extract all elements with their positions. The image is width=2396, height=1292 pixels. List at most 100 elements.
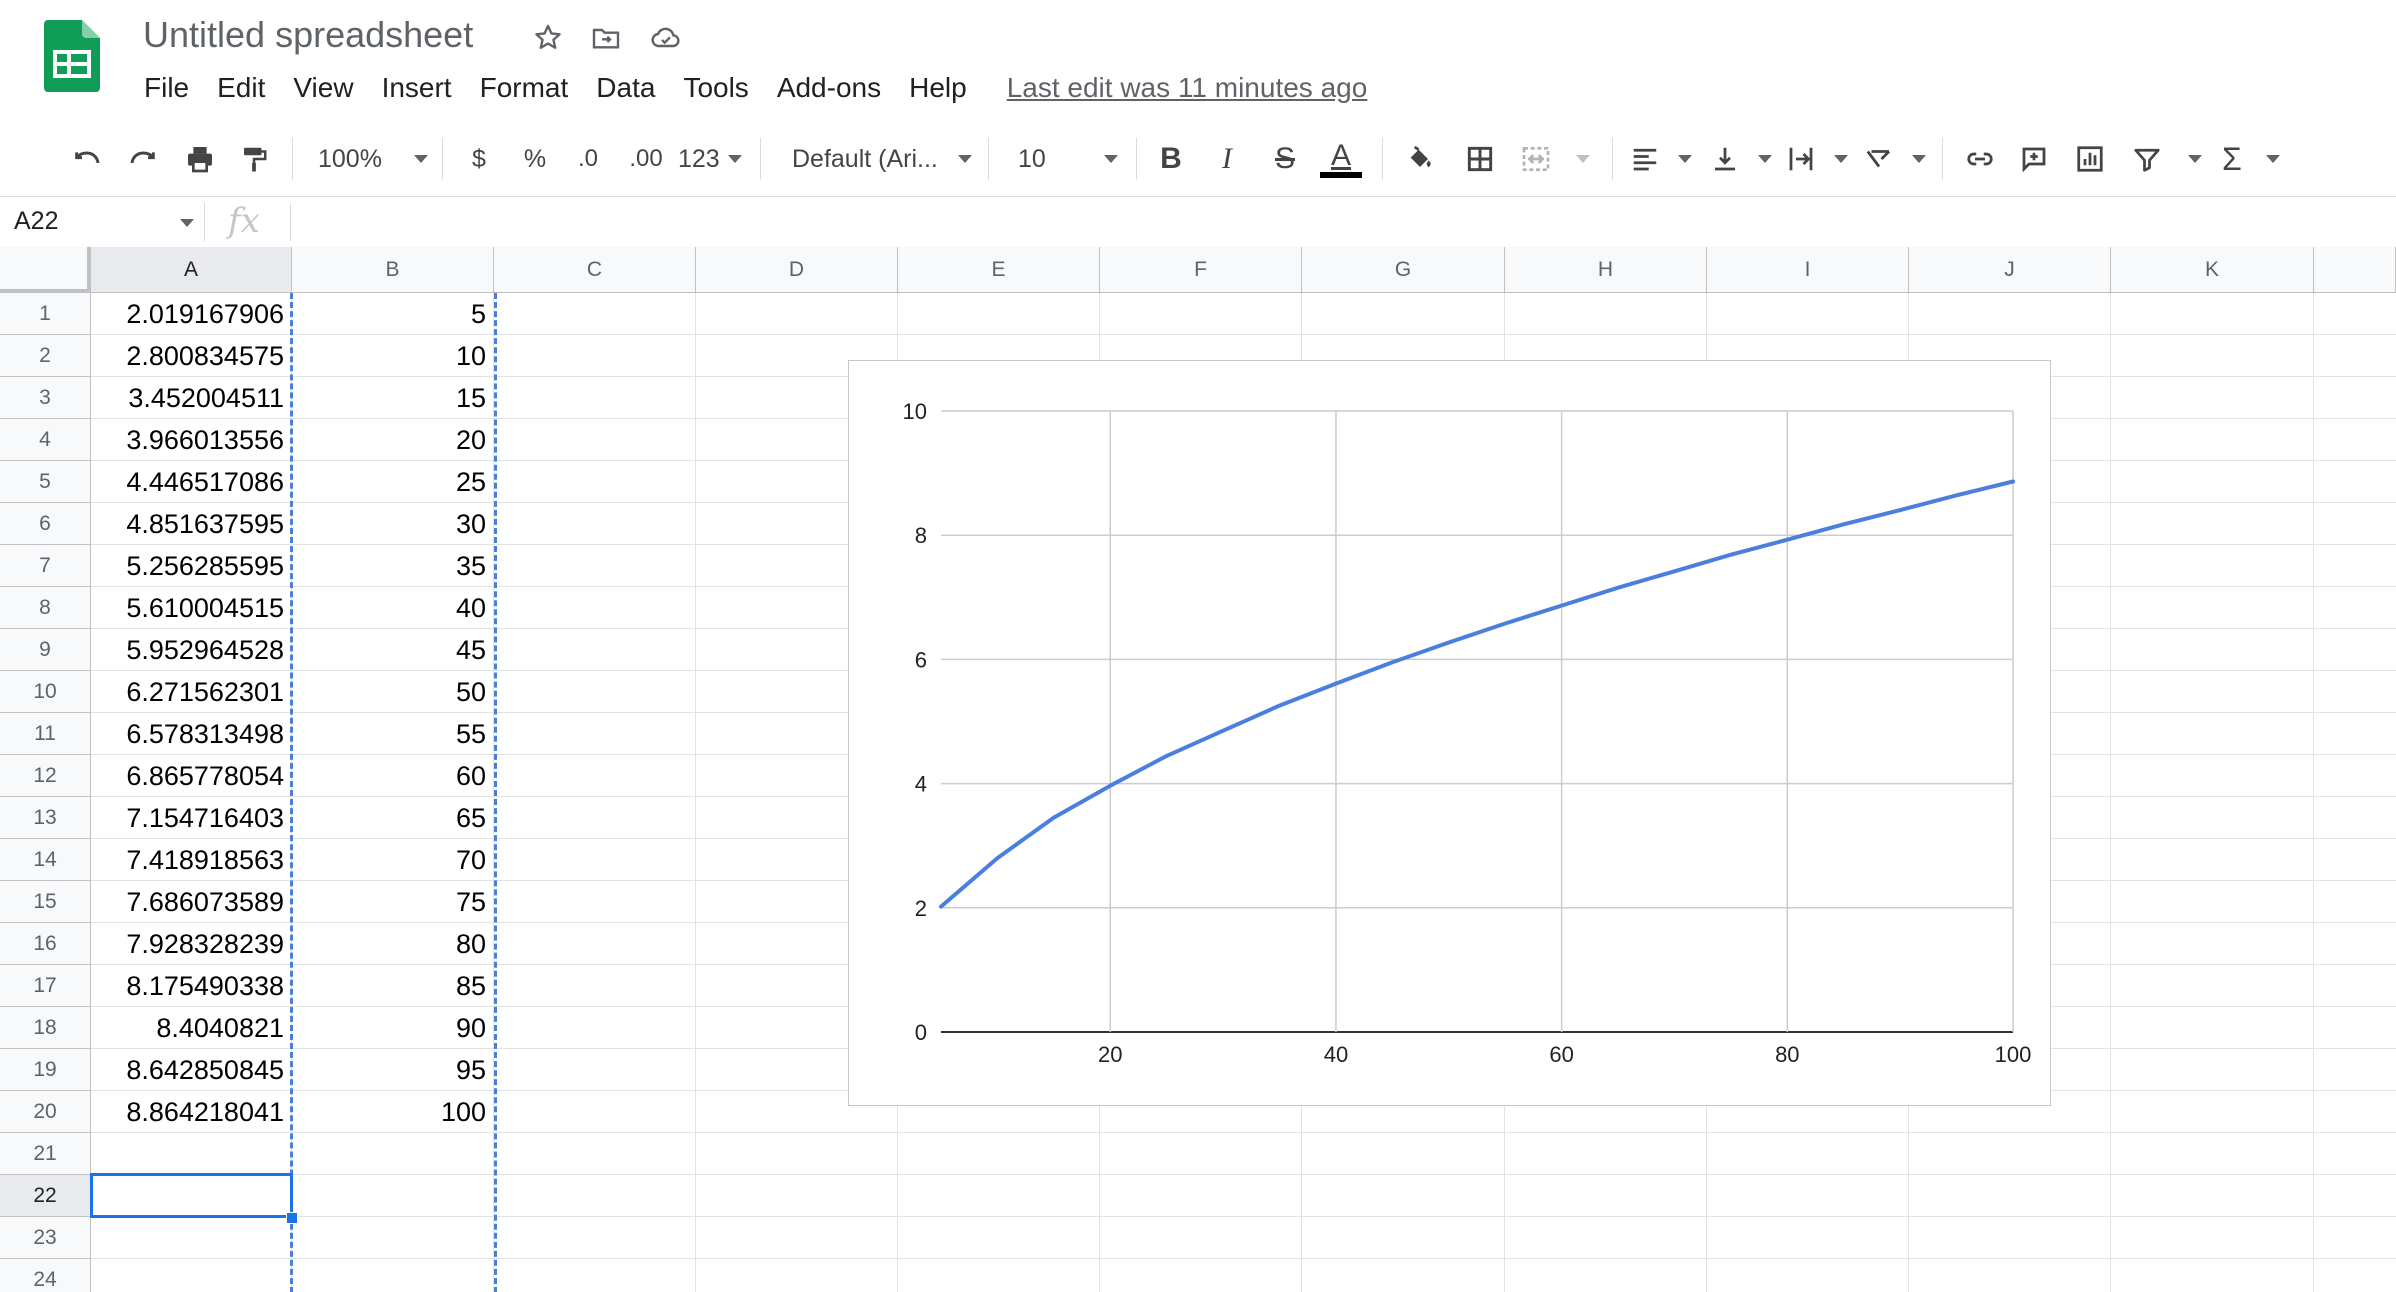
row-header-17[interactable]: 17 bbox=[0, 965, 91, 1007]
cell-a17[interactable]: 8.175490338 bbox=[126, 970, 284, 1001]
chevron-down-icon[interactable] bbox=[180, 219, 194, 227]
cell-b10[interactable]: 50 bbox=[455, 676, 486, 707]
horizontal-align-button[interactable] bbox=[1630, 138, 1692, 180]
row-header-4[interactable]: 4 bbox=[0, 419, 91, 461]
row-header-20[interactable]: 20 bbox=[0, 1091, 91, 1133]
column-header-h[interactable]: H bbox=[1505, 247, 1707, 293]
text-wrap-button[interactable] bbox=[1786, 138, 1848, 180]
cell-b2[interactable]: 10 bbox=[455, 340, 486, 371]
column-header-c[interactable]: C bbox=[494, 247, 696, 293]
cell-b14[interactable]: 70 bbox=[455, 844, 486, 875]
document-title[interactable]: Untitled spreadsheet bbox=[143, 14, 474, 55]
more-formats-button[interactable]: 123 bbox=[678, 138, 742, 180]
insert-link-icon[interactable] bbox=[1960, 138, 2000, 180]
column-header-a[interactable]: A bbox=[91, 247, 292, 293]
cell-a10[interactable]: 6.271562301 bbox=[126, 676, 284, 707]
column-header-k[interactable]: K bbox=[2111, 247, 2314, 293]
row-header-12[interactable]: 12 bbox=[0, 755, 91, 797]
cell-a2[interactable]: 2.800834575 bbox=[126, 340, 284, 371]
cell-a18[interactable]: 8.4040821 bbox=[156, 1012, 284, 1043]
italic-button[interactable]: I bbox=[1222, 142, 1232, 175]
cell-b15[interactable]: 75 bbox=[455, 886, 486, 917]
menu-tools[interactable]: Tools bbox=[683, 72, 749, 103]
last-edit-link[interactable]: Last edit was 11 minutes ago bbox=[1006, 72, 1368, 103]
cell-b13[interactable]: 65 bbox=[455, 802, 486, 833]
menu-insert[interactable]: Insert bbox=[381, 72, 452, 103]
fill-handle[interactable] bbox=[286, 1212, 298, 1224]
row-header-11[interactable]: 11 bbox=[0, 713, 91, 755]
cell-b6[interactable]: 30 bbox=[455, 508, 486, 539]
redo-icon[interactable] bbox=[124, 138, 164, 180]
cell-b8[interactable]: 40 bbox=[455, 592, 486, 623]
column-header-g[interactable]: G bbox=[1302, 247, 1505, 293]
cell-b5[interactable]: 25 bbox=[455, 466, 486, 497]
row-header-8[interactable]: 8 bbox=[0, 587, 91, 629]
percent-button[interactable]: % bbox=[523, 144, 547, 173]
row-header-21[interactable]: 21 bbox=[0, 1133, 91, 1175]
borders-icon[interactable] bbox=[1462, 138, 1498, 180]
row-header-3[interactable]: 3 bbox=[0, 377, 91, 419]
bold-button[interactable]: B bbox=[1160, 142, 1182, 175]
column-header-d[interactable]: D bbox=[696, 247, 898, 293]
currency-button[interactable]: $ bbox=[472, 144, 486, 173]
row-header-5[interactable]: 5 bbox=[0, 461, 91, 503]
menu-edit[interactable]: Edit bbox=[217, 72, 266, 103]
strikethrough-button[interactable]: S bbox=[1274, 142, 1295, 175]
cell-b9[interactable]: 45 bbox=[455, 634, 486, 665]
font-family-select[interactable]: Default (Ari... bbox=[792, 138, 972, 180]
row-header-22[interactable]: 22 bbox=[0, 1175, 91, 1217]
menu-view[interactable]: View bbox=[293, 72, 354, 103]
insert-chart-icon[interactable] bbox=[2070, 138, 2110, 180]
cell-a5[interactable]: 4.446517086 bbox=[126, 466, 284, 497]
cell-a7[interactable]: 5.256285595 bbox=[126, 550, 284, 581]
select-all-corner[interactable] bbox=[0, 247, 91, 293]
column-header-overflow[interactable] bbox=[2314, 247, 2396, 293]
column-header-f[interactable]: F bbox=[1100, 247, 1302, 293]
column-header-i[interactable]: I bbox=[1707, 247, 1909, 293]
functions-button[interactable]: Σ bbox=[2222, 138, 2280, 180]
text-rotation-button[interactable] bbox=[1864, 138, 1926, 180]
cell-b11[interactable]: 55 bbox=[455, 718, 486, 749]
cell-b17[interactable]: 85 bbox=[455, 970, 486, 1001]
cell-b20[interactable]: 100 bbox=[440, 1096, 486, 1127]
cell-a19[interactable]: 8.642850845 bbox=[126, 1054, 284, 1085]
font-size-select[interactable]: 10 bbox=[1018, 138, 1118, 180]
row-header-13[interactable]: 13 bbox=[0, 797, 91, 839]
cell-b3[interactable]: 15 bbox=[455, 382, 486, 413]
row-header-10[interactable]: 10 bbox=[0, 671, 91, 713]
decrease-decimal-button[interactable]: .0 bbox=[577, 145, 598, 172]
cell-a1[interactable]: 2.019167906 bbox=[126, 298, 284, 329]
cell-a14[interactable]: 7.418918563 bbox=[126, 844, 284, 875]
name-box[interactable]: A22 bbox=[14, 207, 59, 235]
row-header-16[interactable]: 16 bbox=[0, 923, 91, 965]
formula-input[interactable] bbox=[304, 207, 2364, 237]
row-header-9[interactable]: 9 bbox=[0, 629, 91, 671]
cell-a16[interactable]: 7.928328239 bbox=[126, 928, 284, 959]
cell-b16[interactable]: 80 bbox=[455, 928, 486, 959]
cell-a8[interactable]: 5.610004515 bbox=[126, 592, 284, 623]
menu-format[interactable]: Format bbox=[479, 72, 569, 103]
fill-color-icon[interactable] bbox=[1402, 138, 1438, 180]
cell-b1[interactable]: 5 bbox=[470, 298, 486, 329]
cell-a3[interactable]: 3.452004511 bbox=[128, 382, 284, 413]
vertical-align-button[interactable] bbox=[1710, 138, 1772, 180]
menu-data[interactable]: Data bbox=[596, 72, 656, 103]
move-folder-icon[interactable] bbox=[586, 18, 626, 58]
cloud-status-icon[interactable] bbox=[646, 18, 686, 58]
print-icon[interactable] bbox=[180, 138, 220, 180]
cell-a13[interactable]: 7.154716403 bbox=[126, 802, 284, 833]
cell-b18[interactable]: 90 bbox=[455, 1012, 486, 1043]
cell-a6[interactable]: 4.851637595 bbox=[126, 508, 284, 539]
line-chart[interactable]: 0 2 4 6 8 10 20 40 60 80 100 bbox=[848, 360, 2051, 1106]
cell-a9[interactable]: 5.952964528 bbox=[126, 634, 284, 665]
row-header-6[interactable]: 6 bbox=[0, 503, 91, 545]
row-header-18[interactable]: 18 bbox=[0, 1007, 91, 1049]
cell-b12[interactable]: 60 bbox=[455, 760, 486, 791]
row-header-14[interactable]: 14 bbox=[0, 839, 91, 881]
merge-cells-button[interactable] bbox=[1520, 138, 1590, 180]
selected-cell[interactable] bbox=[90, 1173, 293, 1218]
cell-a11[interactable]: 6.578313498 bbox=[126, 718, 284, 749]
column-header-j[interactable]: J bbox=[1909, 247, 2111, 293]
cell-a12[interactable]: 6.865778054 bbox=[126, 760, 284, 791]
star-icon[interactable] bbox=[528, 18, 568, 58]
